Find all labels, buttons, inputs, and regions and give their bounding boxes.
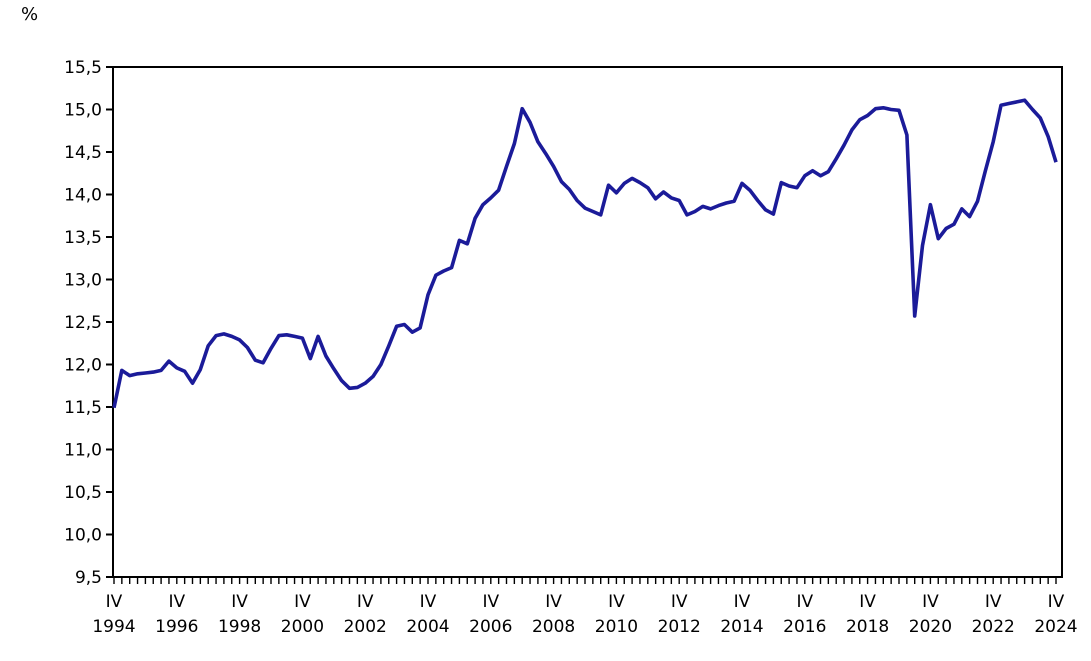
data-series-line [112, 98, 1058, 409]
y-tick-label: 12,5 [64, 313, 102, 333]
y-axis-unit-label: % [21, 4, 39, 25]
x-axis-labels: IV 1994 IV 1996 IV 1998 IV 2000 IV 2002 IV 2004 IV 20… [92, 592, 1077, 637]
x-label-year: 2012 [658, 617, 701, 637]
x-label-quarter: IV [294, 592, 311, 612]
x-label-year: 2010 [595, 617, 638, 637]
plot-area-border [112, 66, 1063, 578]
x-label-year: 1996 [155, 617, 198, 637]
y-tick-label: 15,0 [64, 101, 102, 121]
y-tick-label: 15,5 [64, 58, 102, 78]
x-label-quarter: IV [482, 592, 499, 612]
y-tick-label: 11,0 [64, 441, 102, 461]
x-label-quarter: IV [859, 592, 876, 612]
x-label-quarter: IV [231, 592, 248, 612]
x-axis-quarter-ticks [113, 577, 1057, 584]
x-label-quarter: IV [796, 592, 813, 612]
x-label-year: 2006 [469, 617, 512, 637]
x-label-quarter: IV [357, 592, 374, 612]
x-label-year: 1998 [218, 617, 261, 637]
y-tick-label: 9,5 [75, 568, 102, 588]
x-label-year: 2022 [972, 617, 1015, 637]
y-tick-label: 13,5 [64, 228, 102, 248]
x-label-year: 2024 [1034, 617, 1077, 637]
x-label-year: 2004 [406, 617, 449, 637]
x-label-year: 2016 [783, 617, 826, 637]
x-label-year: 2000 [281, 617, 324, 637]
x-label-quarter: IV [168, 592, 185, 612]
x-label-quarter: IV [545, 592, 562, 612]
y-tick-label: 10,0 [64, 526, 102, 546]
x-label-year: 2018 [846, 617, 889, 637]
y-tick-label: 10,5 [64, 483, 102, 503]
x-label-year: 2008 [532, 617, 575, 637]
y-tick-label: 14,5 [64, 143, 102, 163]
y-tick-label: 14,0 [64, 186, 102, 206]
y-tick-label: 12,0 [64, 356, 102, 376]
x-label-quarter: IV [420, 592, 437, 612]
x-label-year: 2020 [909, 617, 952, 637]
x-label-quarter: IV [106, 592, 123, 612]
x-label-quarter: IV [922, 592, 939, 612]
x-label-quarter: IV [671, 592, 688, 612]
x-label-year: 2014 [720, 617, 763, 637]
x-label-year: 2002 [344, 617, 387, 637]
x-label-quarter: IV [734, 592, 751, 612]
x-label-quarter: IV [985, 592, 1002, 612]
x-label-year: 1994 [92, 617, 135, 637]
x-label-quarter: IV [608, 592, 625, 612]
y-tick-label: 11,5 [64, 398, 102, 418]
y-axis-labels: 15,5 15,0 14,5 14,0 13,5 13,0 12,5 12,0 11,5 11,0… [64, 58, 102, 588]
x-label-quarter: IV [1048, 592, 1065, 612]
y-tick-label: 13,0 [64, 271, 102, 291]
y-axis-ticks [106, 66, 113, 578]
